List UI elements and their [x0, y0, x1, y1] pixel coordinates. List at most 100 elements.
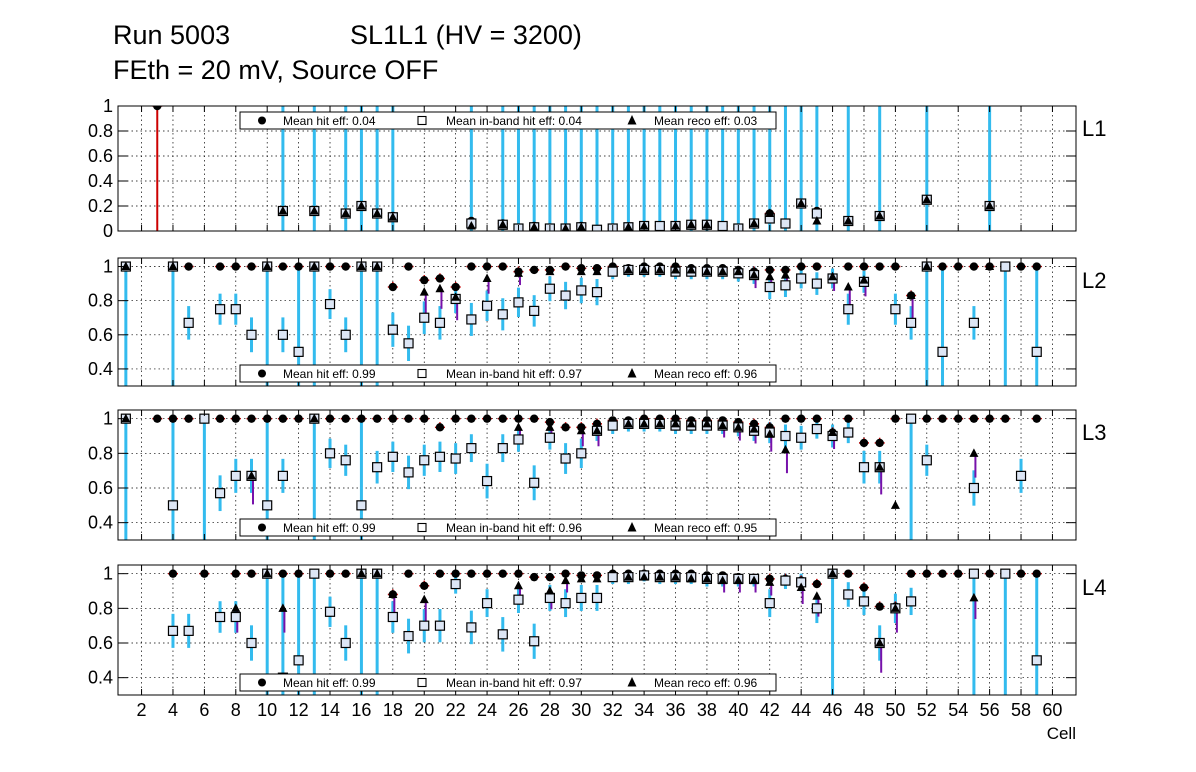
x-tick-label: 30 — [571, 700, 591, 720]
x-tick-label: 26 — [508, 700, 528, 720]
reco-eff-point — [718, 575, 728, 585]
inband-eff-point — [796, 273, 807, 284]
reco-eff-point — [718, 266, 728, 276]
inband-eff-point — [214, 611, 226, 623]
y-tick-label: 0 — [103, 221, 113, 241]
hit-eff-point — [467, 414, 476, 423]
legend-inband-label: Mean in-band hit eff: 0.97 — [446, 676, 582, 690]
hit-eff-point — [404, 414, 413, 423]
y-tick-label: 0.8 — [88, 291, 113, 311]
inband-eff-point — [497, 629, 508, 640]
reco-eff-point — [356, 261, 366, 271]
reco-eff-point — [372, 568, 382, 578]
reco-eff-point — [451, 292, 461, 301]
inband-eff-point — [529, 305, 540, 317]
inband-eff-point — [497, 309, 508, 320]
inband-eff-point — [419, 620, 430, 631]
inband-eff-point — [167, 625, 179, 636]
reco-eff-point — [780, 444, 790, 454]
reco-eff-point — [843, 216, 853, 225]
reco-eff-point — [969, 592, 979, 602]
reco-eff-point — [419, 287, 429, 296]
inband-eff-point — [968, 482, 980, 494]
reco-eff-point — [985, 261, 995, 271]
reco-eff-point — [623, 264, 633, 274]
reco-eff-point — [969, 448, 979, 457]
inband-eff-point — [576, 592, 587, 604]
inband-eff-point — [214, 304, 226, 315]
hit-eff-point — [844, 262, 853, 271]
hit-eff-point — [325, 569, 335, 578]
x-tick-label: 24 — [477, 700, 497, 720]
legend-inband-marker — [417, 115, 427, 126]
hit-eff-point — [482, 414, 492, 423]
inband-eff-point — [764, 281, 775, 293]
reco-eff-point — [498, 219, 508, 229]
x-tick-label: 34 — [634, 700, 654, 720]
hit-eff-point — [1016, 569, 1026, 578]
legend-reco-label: Mean reco eff: 0.03 — [654, 114, 758, 128]
x-tick-label: 12 — [289, 700, 309, 720]
hit-eff-point — [278, 262, 288, 271]
inband-eff-point — [921, 455, 932, 466]
legend-hit-marker — [258, 116, 266, 125]
reco-eff-point — [592, 425, 602, 435]
legend-hit-label: Mean hit eff: 0.99 — [283, 521, 376, 535]
legend-reco-marker — [627, 522, 637, 532]
x-tick-label: 48 — [854, 700, 874, 720]
panels: 0 0.2 0.4 0.6 0.8 1 L1 Mean hit eff: 0.04 Mean i… — [88, 96, 1107, 696]
reco-eff-point — [765, 271, 775, 281]
y-tick-label: 0.8 — [88, 598, 113, 618]
reco-eff-point — [545, 422, 555, 431]
y-tick-label: 0.4 — [88, 668, 113, 688]
inband-eff-point — [419, 312, 430, 323]
y-tick-label: 0.4 — [88, 513, 113, 533]
x-axis: 2 4 6 8 10 12 14 16 18 20 22 24 26 28 30 32 34 36 38 40 42 44… — [137, 700, 1063, 720]
reco-eff-point — [749, 218, 759, 227]
panel-l1: 0 0.2 0.4 0.6 0.8 1 L1 Mean hit eff: 0.04 Mean i… — [88, 96, 1107, 241]
layer-label: L3 — [1082, 420, 1106, 445]
panel-l4: 0.4 0.6 0.8 1 L4 Mean hit eff: 0.99 Mean in-ba… — [88, 564, 1106, 696]
inband-eff-point — [403, 630, 414, 642]
inband-eff-point — [262, 500, 273, 511]
reco-eff-point — [859, 275, 869, 284]
inband-eff-point — [324, 298, 336, 310]
legend-inband-label: Mean in-band hit eff: 0.96 — [446, 521, 582, 535]
inband-eff-point — [607, 572, 618, 583]
reco-eff-point — [592, 266, 602, 276]
reco-eff-point — [576, 266, 586, 276]
inband-eff-point — [246, 637, 257, 649]
reco-eff-point — [749, 424, 759, 433]
inband-eff-point — [968, 568, 980, 579]
inband-eff-point — [968, 317, 980, 328]
hit-eff-point — [514, 414, 523, 423]
hit-eff-point — [451, 414, 460, 423]
x-tick-label: 20 — [414, 700, 434, 720]
hit-eff-point — [875, 438, 884, 448]
y-tick-label: 1 — [103, 564, 113, 584]
hit-eff-point — [859, 438, 869, 448]
hit-eff-point — [1032, 569, 1041, 578]
reco-eff-point — [513, 580, 523, 590]
reco-eff-point — [309, 413, 319, 423]
hit-eff-point — [796, 262, 806, 271]
x-tick-label: 52 — [917, 700, 937, 720]
y-tick-label: 0.6 — [88, 325, 113, 345]
y-tick-label: 1 — [103, 257, 113, 277]
hit-eff-point — [184, 262, 193, 271]
reco-eff-point — [765, 208, 775, 217]
reco-eff-point — [718, 420, 728, 430]
reco-eff-point — [922, 194, 932, 204]
inband-eff-point — [529, 636, 540, 647]
reco-eff-point — [702, 418, 712, 428]
reco-eff-point — [890, 603, 900, 612]
inband-eff-point — [529, 477, 540, 488]
hit-eff-point — [812, 414, 822, 423]
reco-eff-point — [309, 206, 319, 215]
hit-eff-point — [1016, 262, 1026, 271]
inband-eff-point — [764, 598, 775, 609]
inband-eff-point — [277, 470, 289, 481]
inband-eff-point — [858, 596, 870, 607]
reco-eff-point — [922, 261, 932, 271]
hit-eff-point — [341, 569, 350, 578]
